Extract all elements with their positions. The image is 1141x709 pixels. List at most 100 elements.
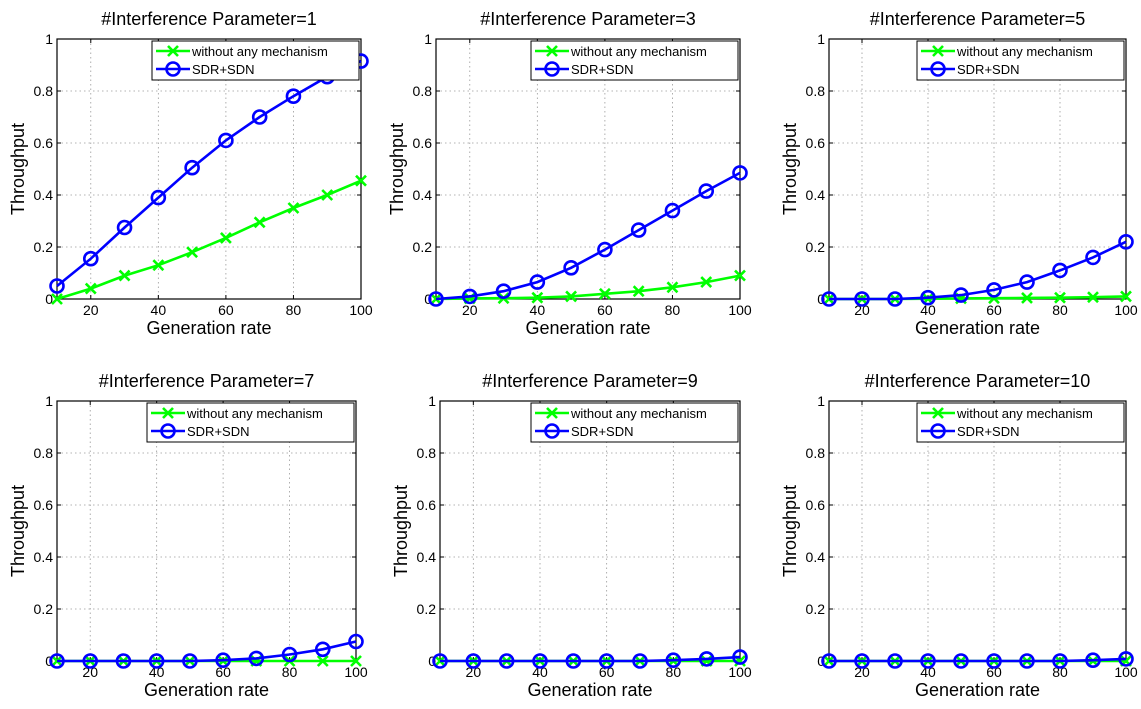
data-point-cross xyxy=(565,290,578,303)
y-tick-label: 0.2 xyxy=(806,601,826,617)
data-point-cross xyxy=(316,655,329,667)
data-point-cross xyxy=(632,285,645,298)
x-tick-label: 80 xyxy=(665,302,681,318)
data-point-circle xyxy=(532,653,548,669)
legend-box xyxy=(146,402,355,443)
data-point-cross xyxy=(598,287,611,300)
data-point-circle xyxy=(920,289,936,306)
legend-label: SDR+SDN xyxy=(957,62,1020,77)
legend-label: without any mechanism xyxy=(186,406,323,421)
data-point-circle xyxy=(115,653,132,669)
x-tick-label: 100 xyxy=(728,302,752,318)
y-axis-label: Throughput xyxy=(391,485,411,577)
data-point-circle xyxy=(630,222,647,238)
y-tick-label: 1 xyxy=(428,393,436,409)
data-point-circle xyxy=(49,278,65,294)
data-point-circle xyxy=(215,652,231,669)
x-tick-label: 40 xyxy=(920,664,936,680)
data-point-circle xyxy=(854,653,870,669)
x-tick-label: 80 xyxy=(1052,302,1068,318)
data-point-cross xyxy=(1054,291,1066,304)
data-point-circle xyxy=(1118,651,1134,667)
data-point-circle xyxy=(986,653,1002,669)
x-tick-label: 20 xyxy=(854,664,870,680)
y-tick-label: 0.6 xyxy=(413,135,433,151)
x-tick-label: 60 xyxy=(986,302,1002,318)
y-tick-label: 0.2 xyxy=(413,239,433,255)
data-point-circle xyxy=(854,291,870,307)
x-axis-label: Generation rate xyxy=(146,318,271,338)
legend-marker-circle xyxy=(930,61,946,77)
legend-marker-cross xyxy=(167,45,179,57)
x-tick-label: 40 xyxy=(151,302,167,318)
legend-marker-circle xyxy=(930,423,946,439)
legend-marker-cross xyxy=(546,407,558,419)
data-point-cross xyxy=(51,293,63,305)
chart-panel-1: 20 40 60 80 100 0 0.2 0.4 0.6 0.8 1 #Interference P… xyxy=(8,9,373,338)
data-point-cross xyxy=(186,246,199,259)
chart-title: #Interference Parameter=5 xyxy=(870,9,1086,29)
y-tick-label: 0.8 xyxy=(413,83,433,99)
y-tick-label: 0.8 xyxy=(34,445,54,461)
data-point-circle xyxy=(148,653,165,669)
y-tick-label: 0.4 xyxy=(34,187,54,203)
legend: without any mechanism SDR+SDN xyxy=(916,402,1125,443)
y-tick-label: 0.4 xyxy=(806,549,826,565)
legend: without any mechanism SDR+SDN xyxy=(530,40,739,81)
chart-title: #Interference Parameter=7 xyxy=(99,371,315,391)
x-tick-label: 100 xyxy=(344,664,368,680)
data-point-circle xyxy=(116,219,133,236)
x-tick-label: 20 xyxy=(82,664,98,680)
data-point-circle xyxy=(665,652,682,669)
legend-marker-circle xyxy=(544,423,560,439)
data-point-circle xyxy=(248,650,265,667)
series-line-2 xyxy=(829,240,1127,301)
legend-label: SDR+SDN xyxy=(957,424,1020,439)
data-point-circle xyxy=(184,159,200,176)
legend-marker-circle xyxy=(165,61,181,77)
series-line-2 xyxy=(435,171,741,301)
data-point-circle xyxy=(82,250,99,267)
legend: without any mechanism SDR+SDN xyxy=(530,402,739,443)
data-point-cross xyxy=(287,202,300,214)
legend-label: without any mechanism xyxy=(956,406,1093,421)
x-tick-label: 40 xyxy=(920,302,936,318)
x-tick-label: 100 xyxy=(349,302,373,318)
y-tick-label: 0.2 xyxy=(806,239,826,255)
y-tick-label: 0.2 xyxy=(417,601,437,617)
y-axis-label: Throughput xyxy=(8,485,28,577)
data-point-circle xyxy=(1085,652,1101,669)
y-tick-label: 0.4 xyxy=(417,549,437,565)
data-point-circle xyxy=(1019,653,1035,669)
chart-title: #Interference Parameter=10 xyxy=(865,371,1091,391)
x-tick-label: 80 xyxy=(1052,664,1068,680)
y-axis-label: Throughput xyxy=(387,123,407,215)
data-point-cross xyxy=(700,276,713,289)
data-point-circle xyxy=(821,653,837,669)
legend-marker-circle xyxy=(160,423,176,439)
data-point-cross xyxy=(1021,292,1033,304)
x-tick-label: 60 xyxy=(986,664,1002,680)
x-axis-label: Generation rate xyxy=(915,318,1040,338)
plot-area xyxy=(57,39,361,299)
x-axis-label: Generation rate xyxy=(915,680,1040,700)
x-tick-label: 100 xyxy=(1114,664,1138,680)
x-tick-label: 100 xyxy=(728,664,752,680)
data-point-circle xyxy=(285,88,302,104)
data-point-cross xyxy=(253,216,266,229)
data-point-circle xyxy=(887,653,903,669)
data-point-circle xyxy=(432,653,448,669)
data-point-circle xyxy=(1052,262,1068,279)
data-point-circle xyxy=(150,189,167,206)
y-tick-label: 1 xyxy=(424,31,432,47)
data-point-cross xyxy=(84,282,97,295)
data-point-circle xyxy=(461,288,478,305)
plot-area xyxy=(57,401,356,661)
x-tick-label: 80 xyxy=(282,664,298,680)
x-tick-label: 60 xyxy=(597,302,613,318)
data-point-circle xyxy=(953,653,969,669)
